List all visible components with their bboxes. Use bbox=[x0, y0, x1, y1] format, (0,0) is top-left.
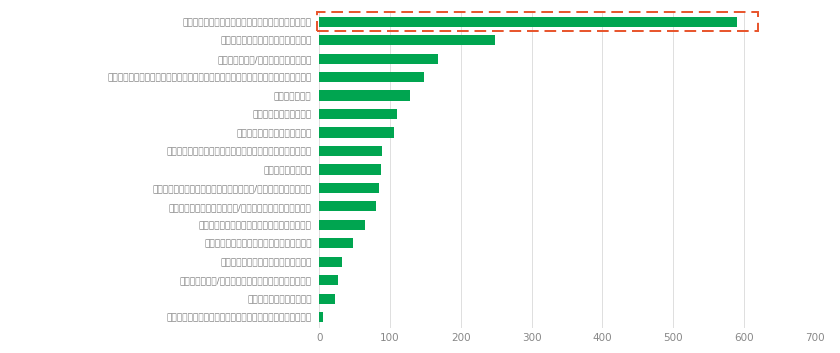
Bar bbox=[319, 72, 424, 82]
Bar bbox=[319, 183, 380, 193]
Bar bbox=[319, 257, 342, 267]
Bar bbox=[319, 146, 381, 156]
Bar bbox=[319, 127, 393, 138]
Bar bbox=[319, 109, 397, 119]
Bar bbox=[319, 54, 438, 64]
Bar bbox=[319, 35, 495, 45]
Bar bbox=[319, 164, 381, 174]
Bar bbox=[319, 294, 335, 304]
Bar bbox=[319, 312, 323, 322]
Bar bbox=[319, 220, 365, 230]
Bar bbox=[319, 275, 339, 285]
Bar bbox=[319, 201, 375, 211]
Bar bbox=[319, 17, 737, 27]
Bar bbox=[319, 238, 353, 249]
Bar bbox=[319, 90, 410, 101]
